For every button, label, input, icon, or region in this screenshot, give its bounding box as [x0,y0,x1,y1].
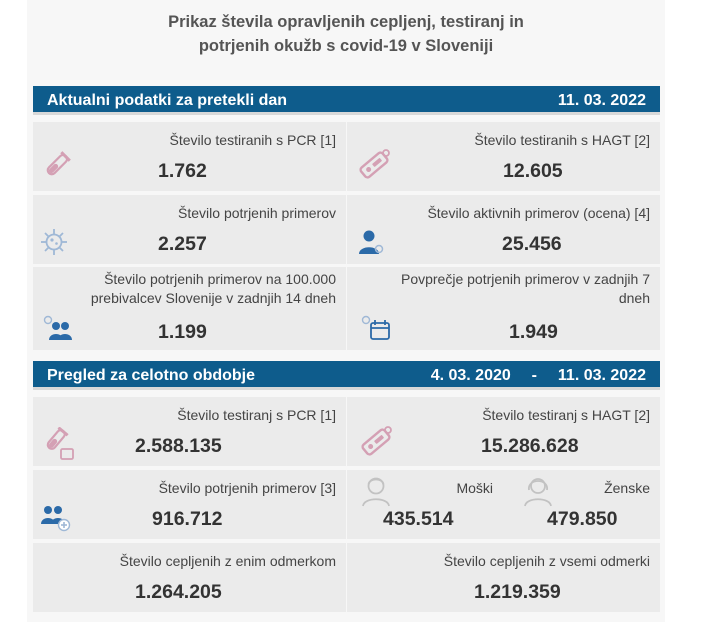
card-vaccinated-all-doses: Število cepljenih z vsemi odmerki 1.219.… [347,543,660,612]
card-active-daily-label: Število aktivnih primerov (ocena) [4] [427,205,650,221]
card-incidence-daily-label-line2: prebivalcev Slovenije v zadnjih 14 dneh [90,290,336,306]
card-confirmed-daily: Število potrjenih primerov 2.257 [33,195,346,264]
period-date-from: 4. 03. 2020 [430,367,511,384]
card-pcr-total: Število testiranj s PCR [1] 2.588.135 [33,397,346,466]
card-vaccinated-one-dose-label: Število cepljenih z enim odmerkom [119,553,336,569]
card-average-daily-label-line2: dneh [618,290,650,306]
calendar-virus-icon [361,315,390,340]
period-section-title: Pregled za celotno obdobje [47,367,256,384]
card-pcr-daily-value: 1.762 [158,160,207,182]
daily-section-date: 11. 03. 2022 [557,92,646,109]
daily-section-header: Aktualni podatki za pretekli dan 11. 03.… [33,86,660,115]
period-date-dash: - [531,367,537,384]
daily-section-title: Aktualni podatki za pretekli dan [47,92,288,109]
rapid-test-icon [359,149,390,179]
card-incidence-daily-value: 1.199 [158,321,207,343]
people-plus-icon [41,506,71,532]
card-average-daily-label: Povprečje potrjenih primerov v zadnjih 7… [401,270,650,308]
women-label: Ženske [604,480,650,496]
men-label: Moški [456,480,493,496]
card-confirmed-total: Število potrjenih primerov [3] 916.712 [33,470,346,539]
card-vaccinated-one-dose-value: 1.264.205 [135,581,222,603]
card-confirmed-total-value: 916.712 [152,508,223,530]
women-value: 479.850 [547,508,618,530]
card-hagt-daily-value: 12.605 [503,160,563,182]
card-incidence-daily-label: Število potrjenih primerov na 100.000 pr… [91,270,336,308]
card-confirmed-daily-label: Število potrjenih primerov [178,205,336,221]
men-stat: Moški 435.514 [347,470,503,539]
test-tube-icon [46,151,71,176]
dashboard-panel: Prikaz števila opravljenih cepljenj, tes… [27,0,665,622]
man-icon [362,477,390,507]
virus-icon [41,229,67,255]
card-hagt-daily-label: Število testiranih s HAGT [2] [474,132,650,148]
people-virus-icon [43,315,72,340]
card-confirmed-total-label: Število potrjenih primerov [3] [158,480,336,496]
card-incidence-daily-label-line1: Število potrjenih primerov na 100.000 [104,271,336,287]
woman-icon [524,478,552,507]
card-average-daily: Povprečje potrjenih primerov v zadnjih 7… [347,267,660,350]
card-pcr-total-label: Število testiranj s PCR [1] [177,407,336,423]
card-pcr-daily-label: Število testiranih s PCR [1] [169,132,336,148]
page-title-line2: potrjenih okužb s covid-19 v Sloveniji [198,37,494,55]
card-pcr-daily: Število testiranih s PCR [1] 1.762 [33,122,346,191]
card-hagt-total: Število testiranj s HAGT [2] 15.286.628 [347,397,660,466]
page-title: Prikaz števila opravljenih cepljenj, tes… [27,10,665,58]
card-active-daily: Število aktivnih primerov (ocena) [4] 25… [347,195,660,264]
card-hagt-total-label: Število testiranj s HAGT [2] [482,407,650,423]
card-hagt-daily: Število testiranih s HAGT [2] 12.605 [347,122,660,191]
men-value: 435.514 [383,508,454,530]
period-date-to: 11. 03. 2022 [557,367,646,384]
card-vaccinated-one-dose: Število cepljenih z enim odmerkom 1.264.… [33,543,346,612]
period-section-header: Pregled za celotno obdobje 4. 03. 2020 -… [33,361,660,390]
page-title-line1: Prikaz števila opravljenih cepljenj, tes… [168,13,524,31]
card-incidence-daily: Število potrjenih primerov na 100.000 pr… [33,267,346,350]
card-average-daily-label-line1: Povprečje potrjenih primerov v zadnjih 7 [400,271,650,287]
card-vaccinated-all-doses-value: 1.219.359 [474,581,561,603]
women-stat: Ženske 479.850 [503,470,660,539]
period-section-dates: 4. 03. 2020 - 11. 03. 2022 [431,361,646,390]
card-active-daily-value: 25.456 [502,233,562,255]
person-virus-icon [359,230,384,254]
test-tube-icon [46,427,74,460]
card-gender-split: Moški 435.514 Ženske 479.850 [347,470,660,539]
card-pcr-total-value: 2.588.135 [135,435,222,457]
card-vaccinated-all-doses-label: Število cepljenih z vsemi odmerki [443,553,650,569]
card-average-daily-value: 1.949 [509,321,558,343]
rapid-test-icon [361,426,392,456]
card-confirmed-daily-value: 2.257 [158,233,207,255]
card-hagt-total-value: 15.286.628 [481,435,579,457]
